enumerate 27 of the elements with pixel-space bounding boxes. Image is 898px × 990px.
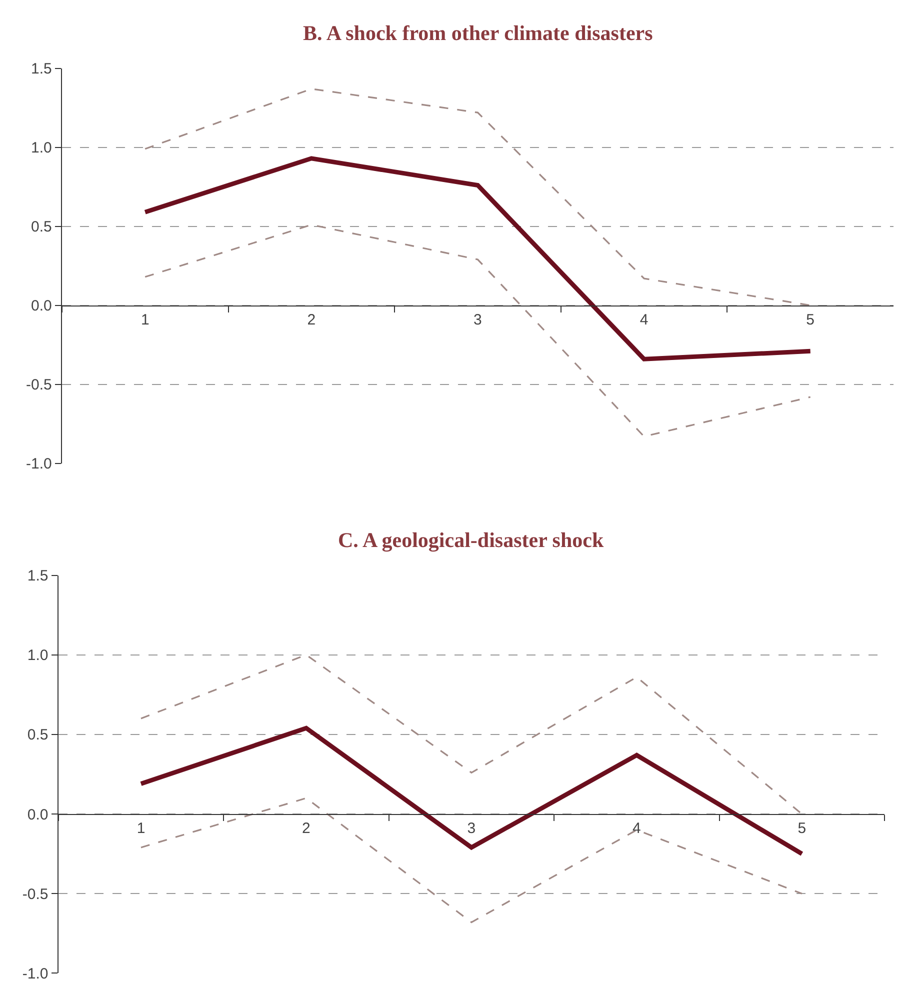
y-tick-label: -1.0: [22, 965, 48, 982]
x-tick-label: 3: [467, 820, 476, 838]
x-tick-label: 1: [140, 311, 150, 328]
y-tick-label: 0.0: [31, 298, 52, 315]
x-tick-label: 2: [302, 820, 310, 838]
x-tick-label: 4: [640, 311, 648, 328]
x-tick-label: 4: [632, 820, 641, 838]
line-series: [138, 726, 804, 856]
y-tick-label: -0.5: [26, 376, 52, 394]
y-tick-label: 0.5: [27, 726, 48, 744]
y-tick-label: 1.0: [31, 140, 52, 157]
x-tick-label: 1: [136, 820, 146, 838]
x-tick-label: 5: [806, 311, 815, 328]
x-tick-label: 3: [474, 311, 482, 328]
y-tick-label: 0.0: [27, 806, 48, 824]
chart-title: B. A shock from other climate disasters: [303, 21, 653, 45]
y-tick-label: -0.5: [22, 886, 48, 903]
y-tick-label: 0.5: [31, 218, 52, 236]
line-series: [140, 654, 803, 815]
line-series: [144, 88, 812, 306]
x-tick-label: 2: [307, 311, 316, 328]
chart-title: C. A geological-disaster shock: [338, 528, 604, 552]
y-tick-label: 1.5: [31, 60, 52, 78]
y-tick-label: 1.0: [27, 647, 48, 664]
y-tick-label: 1.5: [27, 568, 48, 585]
y-tick-label: -1.0: [26, 456, 52, 473]
x-tick-label: 5: [798, 820, 806, 838]
